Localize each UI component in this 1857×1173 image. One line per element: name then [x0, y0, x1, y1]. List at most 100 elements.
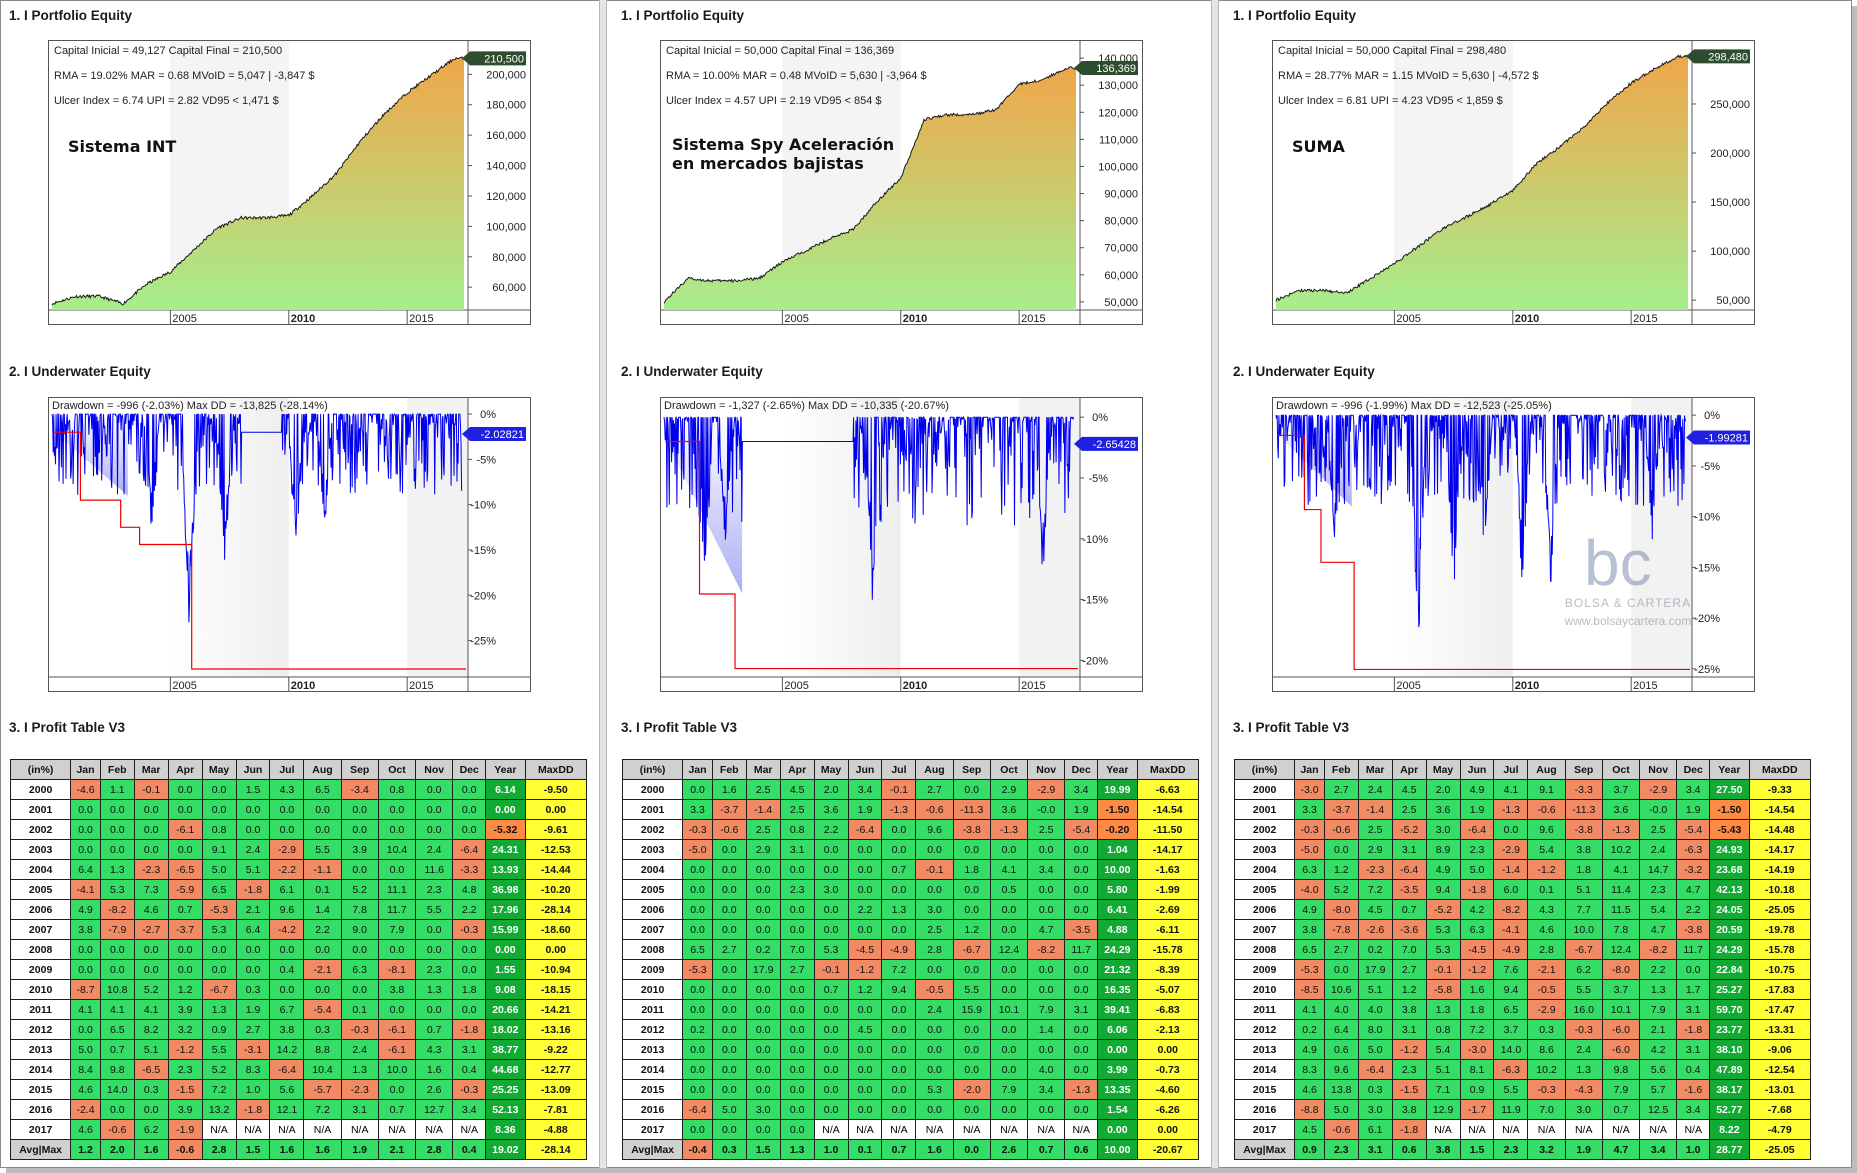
month-cell: -4.9: [1493, 939, 1529, 960]
year-total-cell: 23.68: [1709, 859, 1750, 880]
month-cell: -8.5: [1294, 979, 1325, 1000]
y-tick-label: -5%: [1088, 473, 1108, 485]
month-cell: 2.1: [235, 899, 271, 920]
y-tick-label: 100,000: [1710, 246, 1750, 258]
month-cell: 0.0: [269, 979, 305, 1000]
month-cell: -3.8: [1564, 819, 1603, 840]
month-cell: 0.0: [415, 779, 454, 800]
month-cell: 5.4: [1527, 839, 1566, 860]
month-cell: 0.0: [779, 1039, 815, 1060]
table-row: 2003 -5.0 0.0 2.9 3.1 8.9 2.3 -2.9 5.4 3.8 10.2 2.4…: [1233, 839, 1812, 860]
month-cell: 0.0: [952, 879, 991, 900]
month-cell: -4.0: [1294, 879, 1325, 900]
month-cell: 6.5: [303, 779, 342, 800]
month-cell: 0.0: [70, 819, 101, 840]
column-header: Nov: [415, 759, 454, 780]
month-cell: N/A: [377, 1119, 417, 1140]
table-row: 2011 0.0 0.0 0.0 0.0 0.0 0.0 0.0 2.4 15.9 10.1 7.9 3…: [621, 999, 1200, 1020]
month-cell: -8.2: [99, 899, 135, 920]
year-cell: 2003: [9, 839, 72, 860]
column-header: Nov: [1027, 759, 1066, 780]
month-cell: 2.8: [201, 1139, 237, 1160]
month-cell: 9.4: [1425, 879, 1461, 900]
month-cell: 1.6: [915, 1139, 954, 1160]
month-cell: -0.3: [452, 919, 487, 940]
year-total-cell: 19.99: [1097, 779, 1138, 800]
month-cell: 0.0: [779, 1079, 815, 1100]
year-cell: 2014: [1233, 1059, 1296, 1080]
year-cell: 2011: [1233, 999, 1296, 1020]
x-tick-label: 2005: [1396, 680, 1420, 692]
month-cell: N/A: [1639, 1119, 1678, 1140]
month-cell: 0.0: [303, 979, 342, 1000]
underwater-chart: 0% -5% -10% -15% -20% -25% 2005 2010 2015 -2.0282…: [48, 397, 531, 692]
month-cell: 1.8: [1564, 859, 1603, 880]
month-cell: 4.5: [1391, 779, 1427, 800]
year-cell: 2005: [1233, 879, 1296, 900]
month-cell: 2.3: [1639, 879, 1678, 900]
month-cell: 2.3: [1493, 1139, 1529, 1160]
month-cell: 0.0: [1027, 879, 1066, 900]
month-cell: -5.0: [1294, 839, 1325, 860]
month-cell: 5.0: [1323, 1099, 1359, 1120]
month-cell: 5.1: [1564, 879, 1603, 900]
month-cell: 4.6: [70, 1079, 101, 1100]
month-cell: 0.0: [682, 1039, 713, 1060]
month-cell: 3.8: [1391, 1099, 1427, 1120]
month-cell: 7.9: [1027, 999, 1066, 1020]
month-cell: 0.2: [682, 1019, 713, 1040]
table-row: 2016 -6.4 5.0 3.0 0.0 0.0 0.0 0.0 0.0 0.0 0.0 0.0 0.…: [621, 1099, 1200, 1120]
month-cell: 0.0: [847, 839, 883, 860]
month-cell: 0.0: [952, 1059, 991, 1080]
year-cell: 2017: [9, 1119, 72, 1140]
month-cell: 0.0: [881, 1039, 917, 1060]
y-tick-label: 200,000: [1710, 148, 1750, 160]
month-cell: 3.1: [779, 839, 815, 860]
month-cell: -1.3: [1601, 819, 1641, 840]
month-cell: 5.0: [1357, 1039, 1393, 1060]
month-cell: 7.2: [1357, 879, 1393, 900]
month-cell: N/A: [952, 1119, 991, 1140]
month-cell: -1.8: [452, 1019, 487, 1040]
month-cell: 0.0: [452, 819, 487, 840]
max-dd-cell: -14.19: [1748, 859, 1812, 880]
table-row: 2004 0.0 0.0 0.0 0.0 0.0 0.0 0.7 -0.1 1.8 4.1 3.4 0.…: [621, 859, 1200, 880]
month-cell: 0.8: [779, 819, 815, 840]
month-cell: 2.9: [1357, 839, 1393, 860]
month-cell: 1.9: [340, 1139, 379, 1160]
month-cell: 4.5: [1294, 1119, 1325, 1140]
month-cell: 0.0: [340, 819, 379, 840]
month-cell: 0.0: [989, 839, 1029, 860]
month-cell: 4.0: [1027, 1059, 1066, 1080]
month-cell: -6.7: [201, 979, 237, 1000]
month-cell: 0.0: [235, 799, 271, 820]
month-cell: 0.0: [711, 919, 747, 940]
column-header: MaxDD: [524, 759, 588, 780]
month-cell: 1.7: [1676, 979, 1711, 1000]
month-cell: 4.1: [1294, 999, 1325, 1020]
month-cell: 2.7: [1323, 939, 1359, 960]
y-tick-label: -15%: [1082, 595, 1108, 607]
table-row: 2002 -0.3 -0.6 2.5 -5.2 3.0 -6.4 0.0 9.6 -3.8 -1.3…: [1233, 819, 1812, 840]
month-cell: 1.3: [340, 1059, 379, 1080]
month-cell: -1.8: [1459, 879, 1495, 900]
month-cell: -0.6: [167, 1139, 203, 1160]
month-cell: 5.6: [1639, 1059, 1678, 1080]
table-row: 2005 0.0 0.0 0.0 2.3 3.0 0.0 0.0 0.0 0.0 0.5 0.0 0.0…: [621, 879, 1200, 900]
max-dd-cell: -7.68: [1748, 1099, 1812, 1120]
month-cell: 0.0: [133, 799, 169, 820]
month-cell: -0.3: [452, 1079, 487, 1100]
month-cell: 0.0: [915, 1099, 954, 1120]
y-tick-label: 130,000: [1098, 80, 1138, 92]
month-cell: 0.7: [167, 899, 203, 920]
max-dd-cell: -15.78: [1748, 939, 1812, 960]
max-dd-cell: -28.14: [524, 1139, 588, 1160]
month-cell: -6.3: [1676, 839, 1711, 860]
month-cell: 7.0: [1391, 939, 1427, 960]
y-tick-label: 160,000: [486, 130, 526, 142]
month-cell: -6.4: [1391, 859, 1427, 880]
year-total-cell: 3.99: [1097, 1059, 1138, 1080]
month-cell: N/A: [847, 1119, 883, 1140]
table-row: 2008 6.5 2.7 0.2 7.0 5.3 -4.5 -4.9 2.8 -6.7 12.4 -8…: [621, 939, 1200, 960]
month-cell: 2.7: [1391, 959, 1427, 980]
